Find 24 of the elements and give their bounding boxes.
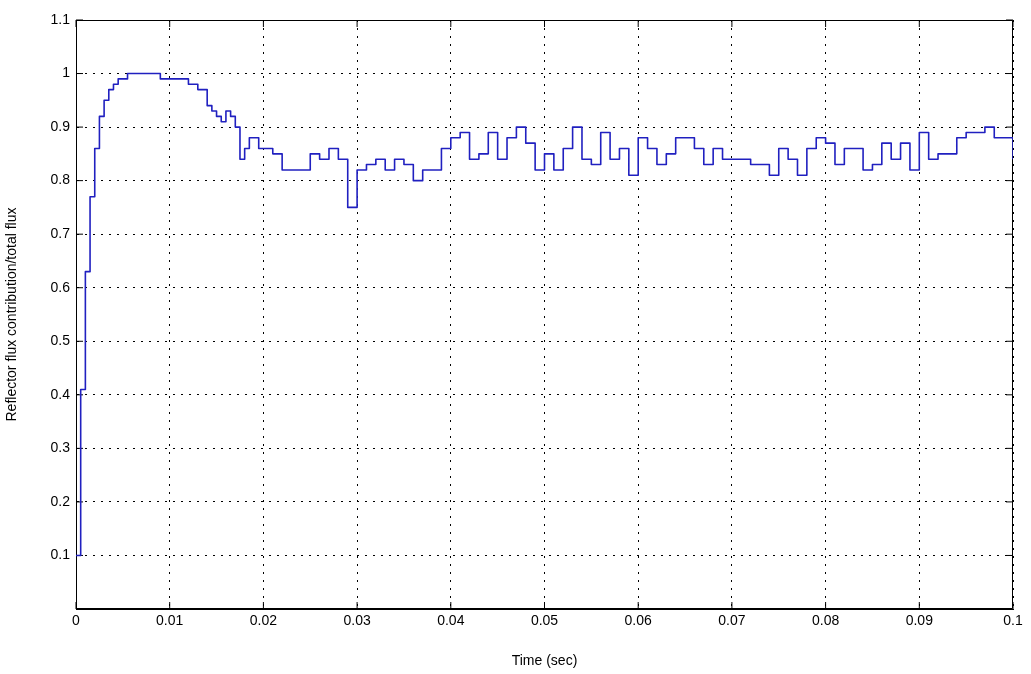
y-tick-label: 1.1: [50, 10, 71, 27]
x-tick-label: 0.09: [905, 612, 934, 629]
x-axis-title: Time (sec): [511, 652, 578, 669]
x-tick-label: 0.03: [343, 612, 371, 629]
y-tick-label: 0.8: [50, 171, 71, 188]
y-tick-label: 0.4: [50, 385, 71, 402]
x-tick-label: 0.06: [624, 612, 653, 629]
x-tick-label: 0.05: [530, 612, 559, 629]
x-tick-label: 0.01: [156, 612, 184, 629]
y-tick-label: 0.5: [50, 332, 71, 349]
y-tick-label: 0.9: [50, 117, 71, 134]
x-tick-label: 0.07: [718, 612, 746, 629]
y-tick-label: 0.1: [50, 546, 71, 563]
x-tick-label: 0.02: [249, 612, 278, 629]
y-tick-label: 0.2: [50, 492, 71, 509]
y-axis-title: Reflector flux contribution/total flux: [3, 207, 20, 422]
x-tick-label: 0: [72, 612, 81, 629]
x-tick-label: 0.1: [1003, 612, 1023, 629]
y-tick-label: 1: [62, 64, 71, 81]
x-tick-label: 0.08: [811, 612, 840, 629]
y-tick-label: 0.3: [50, 439, 71, 456]
y-tick-label: 0.6: [50, 278, 71, 295]
x-tick-label: 0.04: [437, 612, 465, 629]
y-tick-label: 0.7: [50, 225, 71, 242]
